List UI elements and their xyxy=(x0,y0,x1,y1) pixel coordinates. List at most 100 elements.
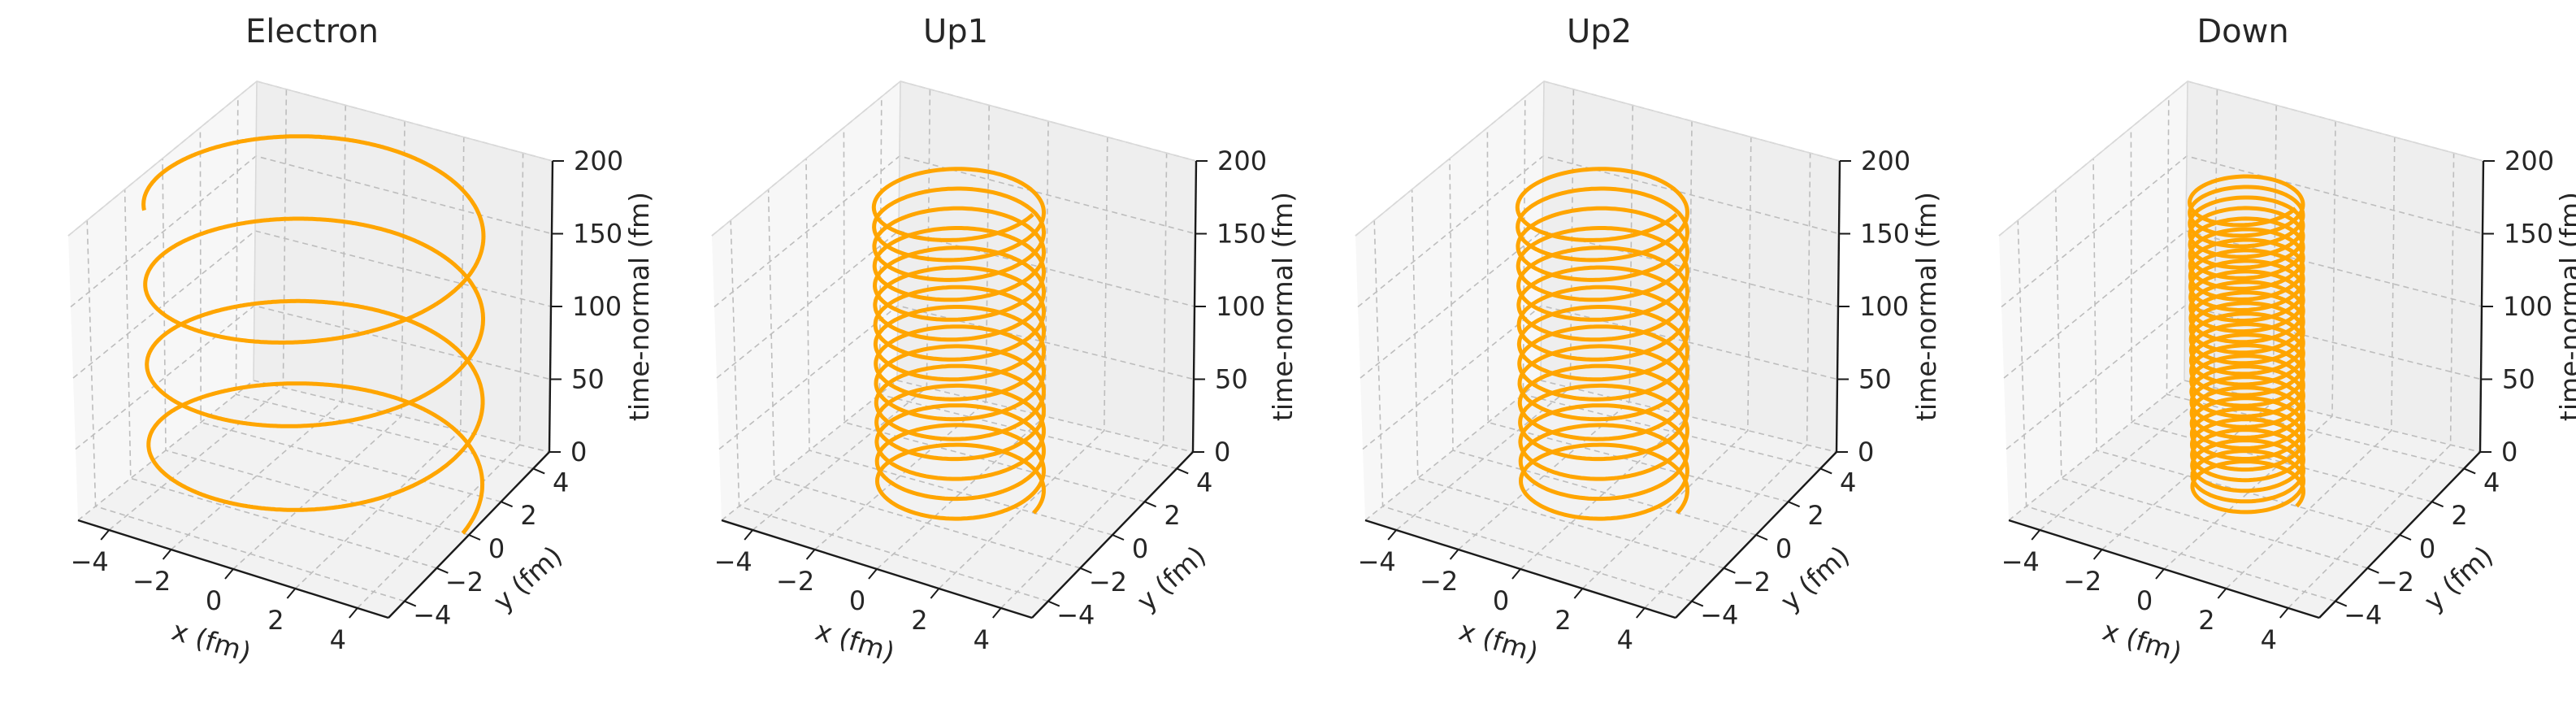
x-tick xyxy=(2279,607,2289,619)
y-tick xyxy=(436,567,449,574)
x-tick xyxy=(224,568,234,580)
pane-edge xyxy=(253,80,258,381)
x-tick xyxy=(286,588,297,599)
z-axis-label: time-normal (fm) xyxy=(2554,192,2576,421)
y-tick-label: 0 xyxy=(2419,533,2435,564)
y-tick-label: 2 xyxy=(1164,500,1180,531)
x-tick-label: −2 xyxy=(1420,566,1458,597)
grid-line xyxy=(124,189,437,569)
x-tick xyxy=(868,568,878,580)
z-tick-label: 0 xyxy=(2501,437,2517,467)
y-tick-label: 4 xyxy=(1840,467,1856,498)
z-tick-label: 50 xyxy=(571,364,605,395)
y-tick-label: −4 xyxy=(1056,600,1095,631)
y-tick-label: 4 xyxy=(1196,467,1212,498)
z-tick-label: 200 xyxy=(1861,146,1910,176)
z-tick-label: 100 xyxy=(2503,291,2552,322)
x-tick xyxy=(162,549,172,560)
x-tick-label: 0 xyxy=(849,585,865,616)
y-tick-label: −4 xyxy=(413,600,451,631)
y-tick xyxy=(1755,534,1768,541)
x-tick-label: 4 xyxy=(330,624,346,655)
x-tick xyxy=(2217,588,2227,599)
z-tick-label: 100 xyxy=(572,291,622,322)
subplot-title: Down xyxy=(2197,13,2288,50)
back-pane xyxy=(254,81,553,452)
x-tick xyxy=(1636,607,1646,619)
floor-pane xyxy=(2009,380,2480,618)
z-tick-label: 200 xyxy=(1217,146,1267,176)
y-tick-label: 2 xyxy=(2451,500,2467,531)
grid-line xyxy=(2166,96,2465,470)
pane-edge xyxy=(2184,80,2188,381)
z-tick-label: 150 xyxy=(1860,219,1910,250)
grid-line xyxy=(2225,137,2396,589)
x-tick-label: 0 xyxy=(2136,585,2153,616)
z-axis-label: time-normal (fm) xyxy=(1910,192,1942,421)
left-pane xyxy=(712,81,900,520)
y-tick-label: −2 xyxy=(445,567,484,598)
helix-series-1 xyxy=(2188,174,2305,515)
subplot-title: Electron xyxy=(245,13,379,50)
x-tick-label: 2 xyxy=(267,605,284,636)
grid-line xyxy=(235,96,534,470)
x-tick-label: 4 xyxy=(2261,624,2277,655)
y-tick xyxy=(1176,467,1189,475)
x-tick-label: 2 xyxy=(1555,605,1571,636)
y-tick xyxy=(2399,534,2412,541)
x-tick-label: 0 xyxy=(206,585,222,616)
y-tick-label: 2 xyxy=(1807,500,1824,531)
grid-line xyxy=(1644,153,1811,609)
x-tick xyxy=(805,549,816,560)
x-tick xyxy=(744,529,753,541)
x-tick xyxy=(1387,529,1397,541)
floor-pane xyxy=(78,380,549,618)
y-tick xyxy=(2367,567,2379,574)
z-tick-label: 50 xyxy=(1858,364,1892,395)
y-tick-label: −2 xyxy=(1089,567,1127,598)
x-tick-label: −2 xyxy=(132,566,171,597)
z-tick-label: 0 xyxy=(1214,437,1230,467)
back-pane xyxy=(2184,81,2483,452)
x-tick xyxy=(1573,588,1584,599)
grid-line xyxy=(232,120,405,570)
z-tick-label: 200 xyxy=(574,146,623,176)
x-tick-label: −4 xyxy=(714,546,752,577)
z-tick-label: 0 xyxy=(1858,437,1874,467)
y-tick-label: −2 xyxy=(1733,567,1771,598)
y-tick-label: −2 xyxy=(2376,567,2414,598)
x-tick-label: −2 xyxy=(2063,566,2101,597)
y-tick-label: 2 xyxy=(520,500,536,531)
left-pane xyxy=(1999,81,2188,520)
z-tick-label: 0 xyxy=(570,437,587,467)
z-tick-label: 50 xyxy=(1215,364,1248,395)
x-tick xyxy=(100,529,110,541)
z-tick-label: 100 xyxy=(1216,291,1265,322)
x-axis-label: x (fm) xyxy=(1455,615,1542,668)
grid-line xyxy=(2054,189,2368,569)
x-tick xyxy=(349,607,358,619)
y-tick-label: 0 xyxy=(488,533,505,564)
z-tick-label: 100 xyxy=(1859,291,1909,322)
z-tick-label: 200 xyxy=(2504,146,2554,176)
z-tick-label: 150 xyxy=(573,219,622,250)
grid-line xyxy=(767,189,1081,569)
x-tick-label: 2 xyxy=(911,605,927,636)
y-tick xyxy=(1112,534,1125,541)
y-tick-label: 4 xyxy=(553,467,569,498)
x-tick-label: 4 xyxy=(974,624,990,655)
grid-line xyxy=(1411,189,1724,569)
x-tick xyxy=(2031,529,2040,541)
x-tick-label: −4 xyxy=(1358,546,1396,577)
helix-series-1 xyxy=(871,167,1046,521)
y-tick-label: 0 xyxy=(1132,533,1148,564)
x-tick xyxy=(2155,568,2165,580)
grid-line xyxy=(938,137,1108,589)
z-tick-label: 150 xyxy=(1216,219,1266,250)
